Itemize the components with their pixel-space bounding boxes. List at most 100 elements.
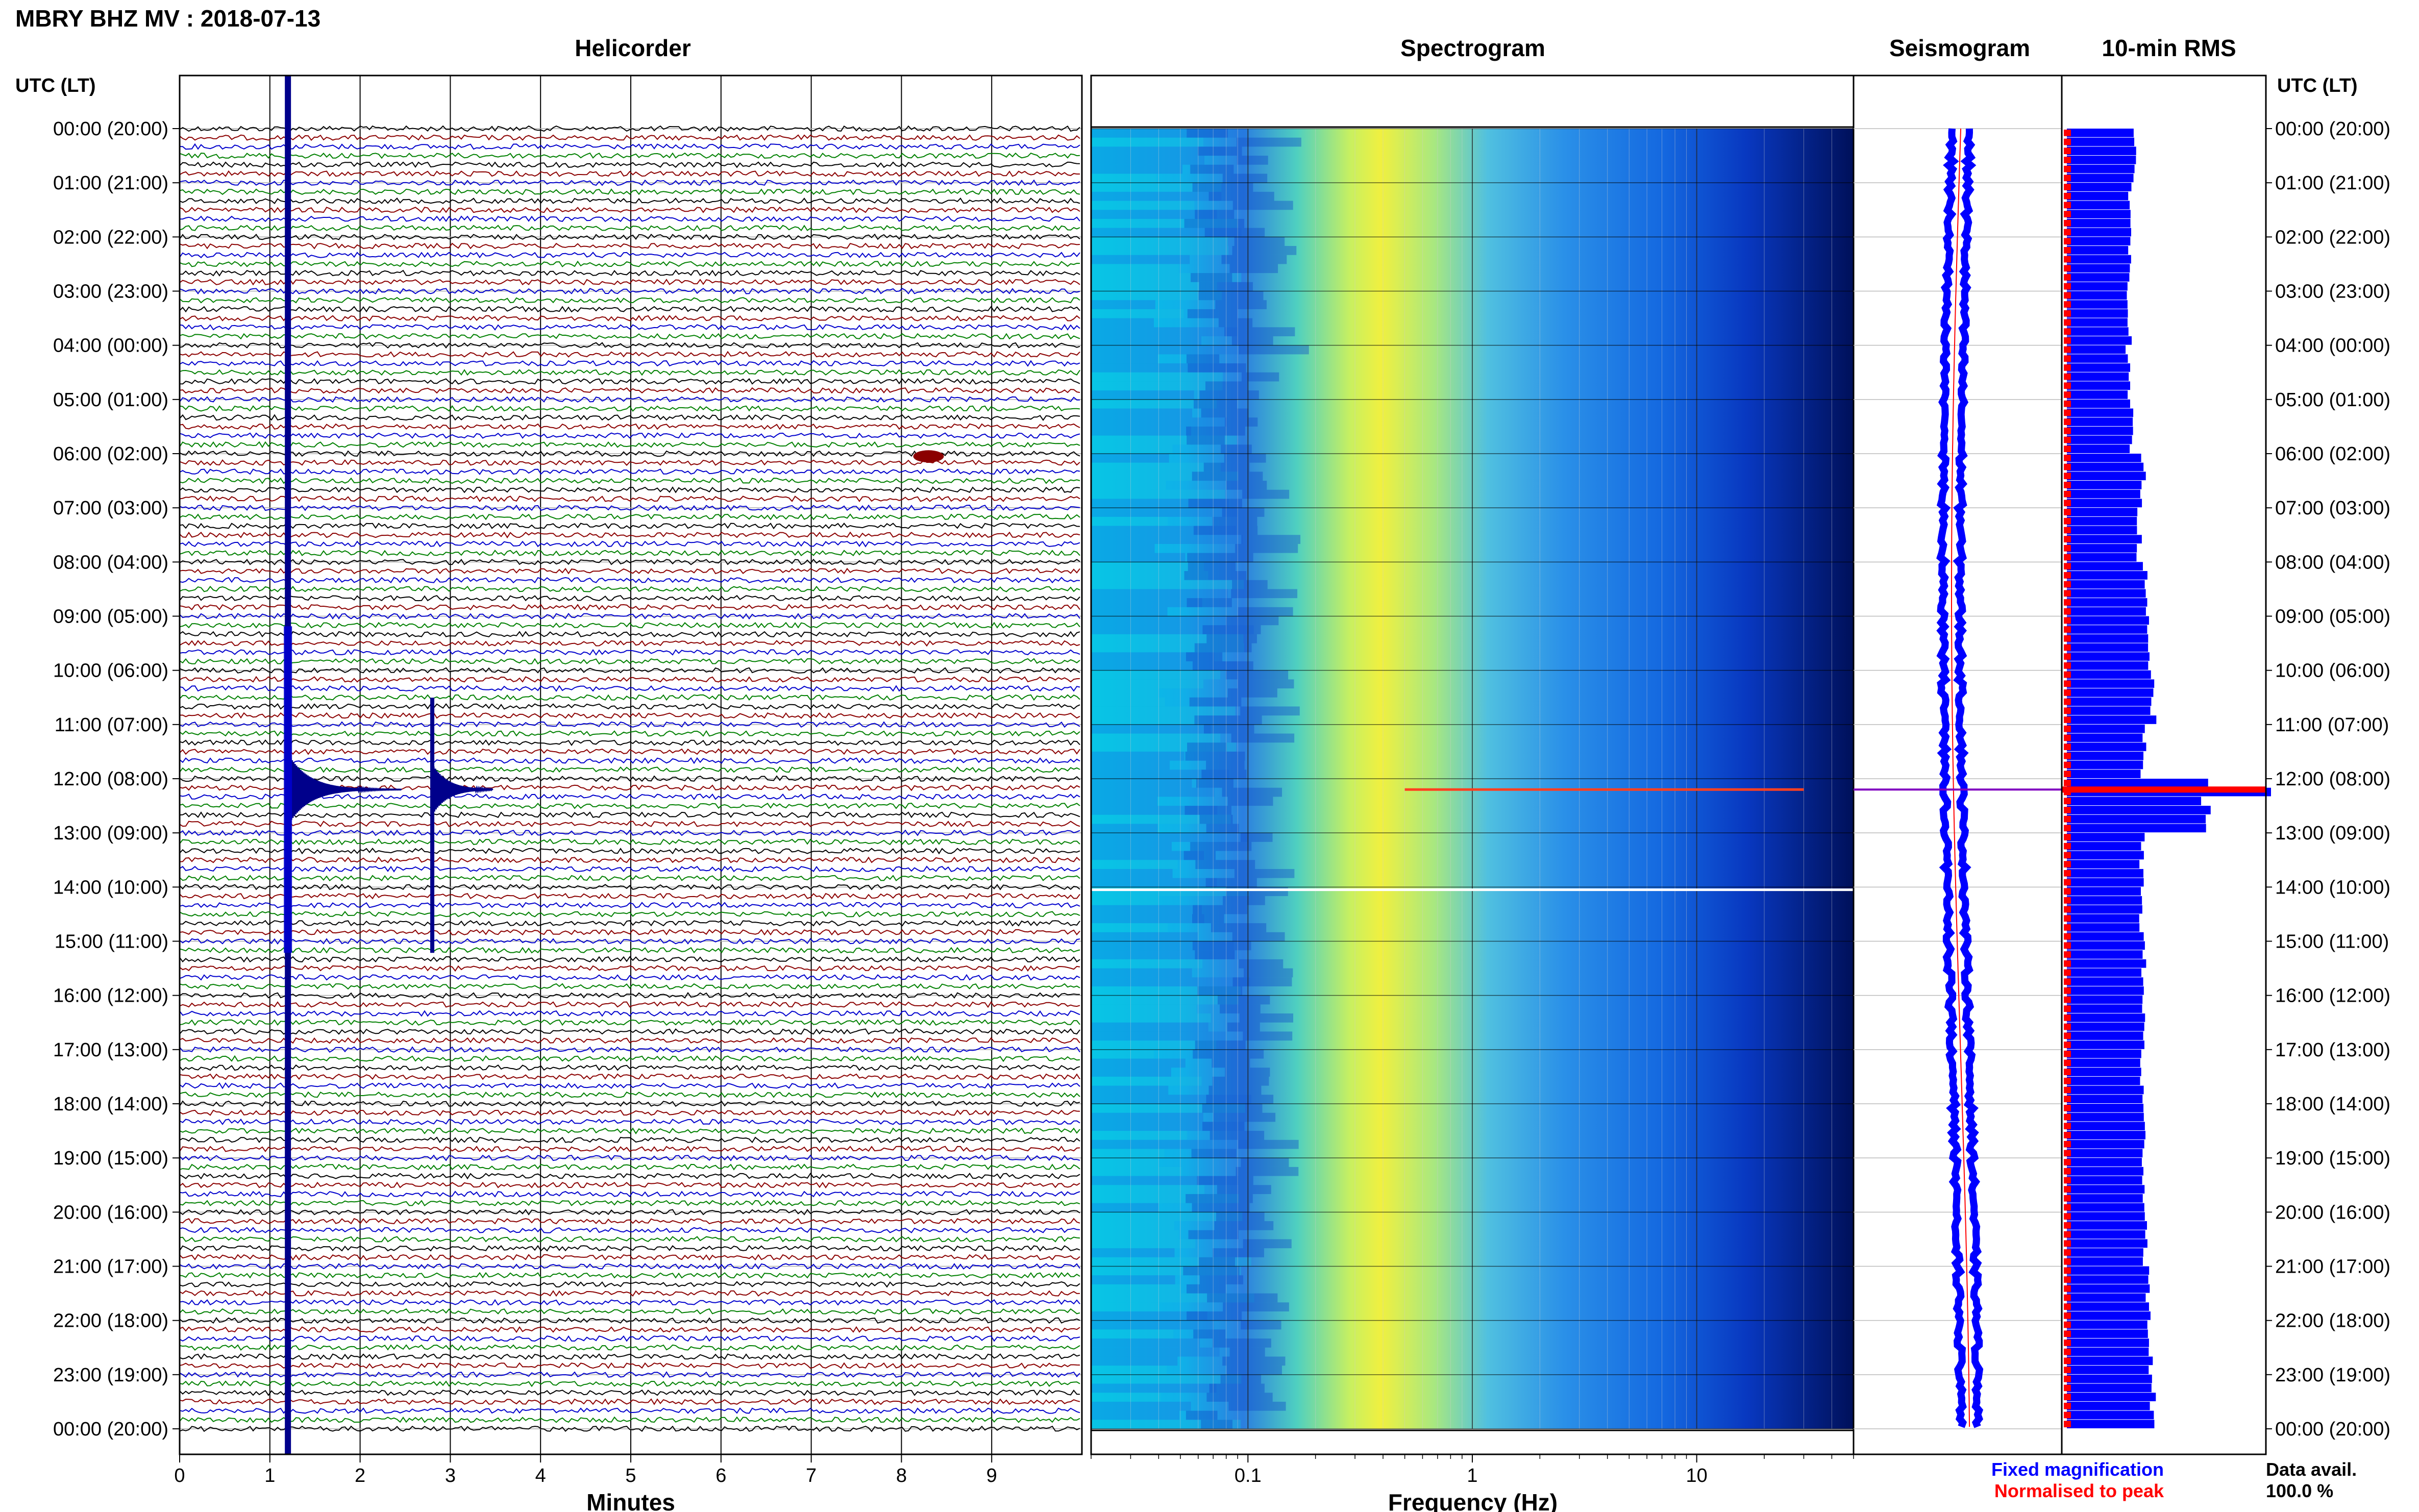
helicorder-trace — [179, 197, 1080, 204]
rms-normalised-marker — [2064, 1330, 2071, 1337]
spectrogram-band — [1185, 751, 1245, 761]
spectrogram-band — [1091, 309, 1184, 318]
rms-normalised-marker — [2064, 1348, 2071, 1355]
spectrogram-band — [1187, 598, 1232, 607]
rms-bar — [2067, 1339, 2149, 1347]
rms-normalised-marker — [2064, 915, 2071, 922]
helicorder-trace — [179, 1317, 1080, 1324]
rms-normalised-marker — [2064, 238, 2071, 245]
rms-normalised-marker — [2064, 1077, 2071, 1084]
rms-normalised-marker — [2064, 427, 2071, 434]
time-label-right: 04:00 (00:00) — [2275, 335, 2390, 357]
spectrogram-band — [1221, 255, 1287, 264]
rms-normalised-marker — [2064, 1141, 2071, 1148]
spectrogram-band — [1202, 1104, 1263, 1113]
spectrogram-band — [1091, 183, 1222, 192]
helicorder-trace — [179, 612, 1080, 620]
rms-normalised-marker — [2064, 1059, 2071, 1067]
spectrogram-band — [1231, 589, 1298, 599]
spectrogram-band — [1091, 733, 1221, 743]
rms-bar — [2067, 733, 2143, 742]
rms-normalised-marker — [2064, 1204, 2071, 1211]
spectrogram-band — [1213, 1339, 1271, 1348]
rms-normalised-marker — [2064, 346, 2071, 353]
spectrogram-band — [1188, 363, 1246, 373]
spectrogram-band — [1091, 1374, 1242, 1384]
spectrogram-band — [1091, 218, 1238, 228]
spectrogram-band — [1208, 191, 1274, 201]
spectrogram-band — [1091, 598, 1202, 607]
spectrogram-band — [1227, 1022, 1260, 1032]
rms-normalised-marker — [2064, 815, 2071, 823]
x-axes: 0 1 2 3 4 5 6 7 8 9 0.1 1 10 — [174, 1454, 1854, 1486]
spectrogram-band — [1184, 571, 1247, 580]
time-label-right: 10:00 (06:00) — [2275, 660, 2390, 682]
rms-normalised-marker — [2064, 219, 2071, 227]
spectrogram-band — [1091, 381, 1223, 391]
helicorder-trace — [179, 360, 1080, 367]
helicorder-trace — [179, 1308, 1080, 1315]
spectrogram-band — [1204, 228, 1265, 237]
rms-normalised-marker — [2064, 1367, 2071, 1373]
spectrogram-band — [1091, 697, 1165, 707]
spectrogram-band — [1091, 228, 1242, 237]
time-label-left: 09:00 (05:00) — [53, 606, 168, 628]
spectrogram-band — [1193, 1329, 1226, 1339]
rms-bar — [2067, 146, 2136, 156]
spectrogram-band — [1225, 417, 1258, 427]
rms-bar — [2067, 1347, 2149, 1356]
time-label-right: 13:00 (09:00) — [2275, 823, 2390, 844]
rms-bar — [2067, 715, 2157, 724]
spectrogram-band — [1091, 164, 1183, 174]
time-label-left: 03:00 (23:00) — [53, 281, 168, 303]
rms-normalised-marker — [2064, 1285, 2071, 1292]
rms-normalised-marker — [2064, 581, 2071, 588]
helicorder-trace — [179, 1407, 1080, 1414]
rms-normalised-marker — [2064, 1132, 2071, 1138]
spectrogram-band — [1091, 950, 1239, 959]
spectrogram-band — [1193, 526, 1258, 535]
spectrogram-band — [1091, 760, 1170, 770]
helicorder-trace — [179, 252, 1080, 259]
time-label-left: 16:00 (12:00) — [53, 985, 168, 1007]
helicorder-trace — [179, 640, 1080, 647]
rms-bar — [2067, 164, 2135, 173]
spectrogram-band — [1091, 1275, 1175, 1284]
spectrogram-band — [1188, 562, 1236, 572]
rms-bar — [2067, 336, 2132, 345]
rms-bar — [2067, 770, 2141, 778]
spectrogram-band — [1206, 1393, 1273, 1402]
helicorder-trace — [179, 558, 1080, 565]
spectrogram-band — [1091, 246, 1228, 255]
spectrogram-band — [1091, 363, 1239, 373]
spectrogram-title: Spectrogram — [1400, 35, 1545, 61]
spectrogram-band — [1188, 499, 1242, 508]
rms-normalised-marker — [2064, 364, 2071, 371]
helicorder-trace — [179, 152, 1080, 159]
rms-bar — [2067, 228, 2131, 237]
helicorder-trace — [179, 414, 1080, 421]
helicorder-trace — [179, 938, 1080, 945]
rms-bar — [2067, 950, 2143, 959]
helicorder-trace — [179, 965, 1080, 972]
rms-bar — [2067, 137, 2135, 146]
spectrogram-band — [1208, 1085, 1262, 1095]
spectrogram-band — [1232, 246, 1297, 255]
helicorder-trace — [179, 1064, 1080, 1071]
helicorder-trace — [179, 1218, 1080, 1225]
rms-normalised-marker — [2064, 644, 2071, 651]
spectrogram-band — [1201, 408, 1249, 418]
rms-normalised-marker — [2064, 1050, 2071, 1057]
helicorder-trace — [179, 667, 1080, 674]
rms-bar — [2067, 1203, 2144, 1212]
helicorder-trace — [179, 306, 1080, 313]
rms-normalised-marker — [2064, 599, 2071, 606]
rms-bar — [2067, 1122, 2145, 1131]
rms-bar — [2067, 543, 2137, 553]
spectrogram-band — [1186, 1410, 1218, 1420]
spectrogram-band — [1191, 273, 1232, 282]
rms-normalised-marker — [2064, 825, 2071, 832]
helicorder-trace — [179, 1380, 1080, 1387]
spectrogram-band — [1091, 1004, 1197, 1014]
rms-bar — [2067, 1131, 2145, 1139]
